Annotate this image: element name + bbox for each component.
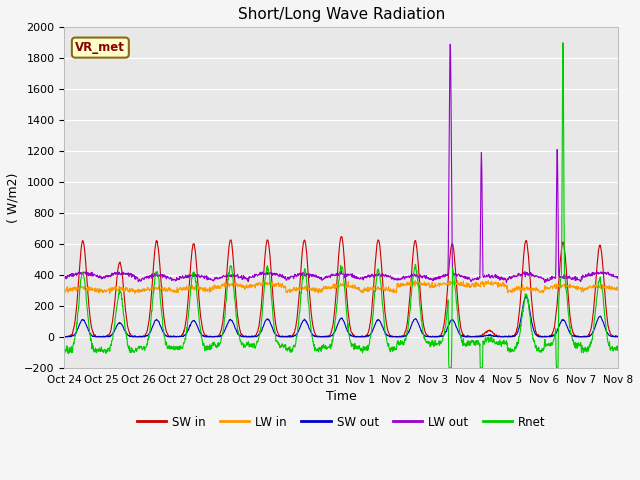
Legend: SW in, LW in, SW out, LW out, Rnet: SW in, LW in, SW out, LW out, Rnet xyxy=(132,411,550,433)
Y-axis label: ( W/m2): ( W/m2) xyxy=(7,172,20,223)
Text: VR_met: VR_met xyxy=(76,41,125,54)
X-axis label: Time: Time xyxy=(326,390,356,403)
Title: Short/Long Wave Radiation: Short/Long Wave Radiation xyxy=(237,7,445,22)
